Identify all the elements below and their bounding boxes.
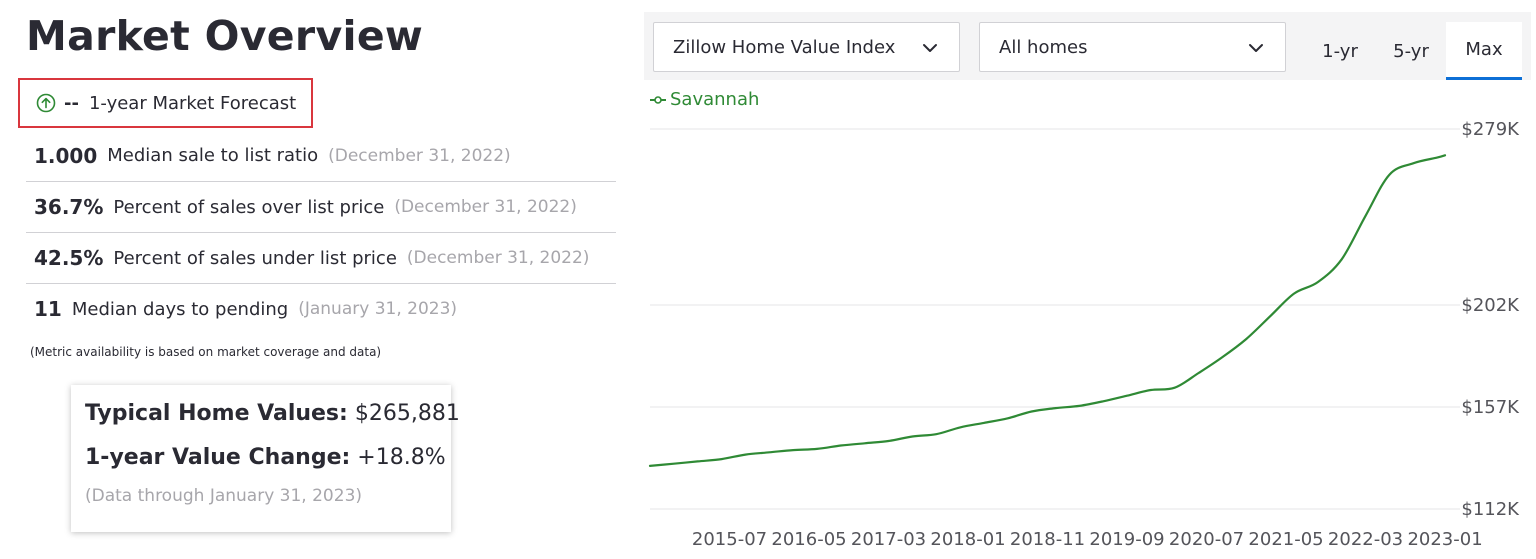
x-tick-label: 2019-09	[1089, 529, 1164, 550]
metric-value: 36.7%	[34, 195, 104, 219]
metric-row-over-list: 36.7% Percent of sales over list price (…	[26, 181, 616, 232]
page-title: Market Overview	[26, 12, 424, 60]
y-tick-label: $112K	[1461, 499, 1520, 520]
chevron-down-icon	[921, 39, 939, 57]
availability-note: (Metric availability is based on market …	[30, 345, 382, 359]
x-tick-label: 2023-01	[1407, 529, 1482, 550]
metric-value: 11	[34, 297, 62, 321]
x-tick-label: 2016-05	[771, 529, 846, 550]
metric-row-under-list: 42.5% Percent of sales under list price …	[26, 232, 616, 283]
metric-row-days-to-pending: 11 Median days to pending (January 31, 2…	[26, 283, 616, 334]
x-tick-label: 2021-05	[1248, 529, 1323, 550]
tab-1-yr[interactable]: 1-yr	[1322, 40, 1358, 62]
y-tick-label: $202K	[1461, 295, 1520, 316]
metric-date: (January 31, 2023)	[298, 299, 458, 319]
x-tick-label: 2018-01	[930, 529, 1005, 550]
metric-label: Median days to pending	[71, 298, 289, 320]
x-tick-label: 2020-07	[1169, 529, 1244, 550]
home-type-select-value: All homes	[999, 36, 1088, 58]
metric-value: 1.000	[34, 143, 98, 168]
one-year-change-label: 1-year Value Change:	[85, 445, 351, 470]
metric-date: (December 31, 2022)	[328, 145, 511, 166]
typical-home-value-label: Typical Home Values:	[85, 401, 348, 426]
metrics-list: 1.000 Median sale to list ratio (Decembe…	[26, 130, 616, 334]
typical-home-value-amount: $265,881	[354, 401, 460, 426]
home-value-card: Typical Home Values: $265,881 1-year Val…	[71, 385, 460, 532]
legend-label: Savannah	[670, 89, 760, 110]
y-tick-label: $157K	[1461, 397, 1520, 418]
chevron-down-icon	[1247, 39, 1265, 57]
home-type-select[interactable]: All homes	[979, 22, 1286, 72]
arrow-up-circle-icon	[36, 93, 56, 113]
x-tick-label: 2018-11	[1010, 529, 1085, 550]
x-tick-label: 2022-03	[1328, 529, 1403, 550]
chart-toolbar: Zillow Home Value Index All homes 1-yr 5…	[644, 12, 1531, 80]
data-through-date: (Data through January 31, 2023)	[85, 486, 363, 506]
one-year-change-amount: +18.8%	[357, 445, 446, 470]
metric-row-sale-to-list: 1.000 Median sale to list ratio (Decembe…	[26, 130, 616, 181]
market-forecast-box: -- 1-year Market Forecast	[18, 78, 313, 128]
metric-label: Percent of sales over list price	[113, 196, 385, 218]
metric-date: (December 31, 2022)	[406, 248, 590, 268]
chart-legend[interactable]: Savannah	[650, 89, 759, 110]
typical-home-value: Typical Home Values: $265,881	[85, 401, 460, 426]
metric-label: Percent of sales under list price	[113, 247, 397, 269]
tab-max[interactable]: Max	[1446, 22, 1522, 80]
metric-date: (December 31, 2022)	[394, 197, 577, 217]
metric-value: 42.5%	[34, 246, 104, 270]
index-select[interactable]: Zillow Home Value Index	[653, 22, 960, 72]
y-tick-label: $279K	[1461, 119, 1520, 140]
one-year-change: 1-year Value Change: +18.8%	[85, 445, 451, 470]
x-tick-label: 2017-03	[851, 529, 926, 550]
tab-5-yr[interactable]: 5-yr	[1393, 40, 1429, 62]
x-tick-label: 2015-07	[692, 529, 767, 550]
metric-label: Median sale to list ratio	[107, 145, 319, 166]
forecast-label: 1-year Market Forecast	[88, 92, 297, 114]
index-select-value: Zillow Home Value Index	[673, 36, 896, 58]
line-marker-icon	[650, 95, 666, 104]
series-line-savannah	[648, 154, 1447, 467]
forecast-value: --	[64, 92, 79, 114]
